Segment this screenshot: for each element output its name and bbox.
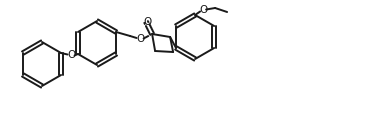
Text: O: O — [136, 34, 144, 44]
Text: O: O — [67, 50, 75, 60]
Text: O: O — [199, 5, 207, 15]
Text: O: O — [143, 17, 151, 27]
